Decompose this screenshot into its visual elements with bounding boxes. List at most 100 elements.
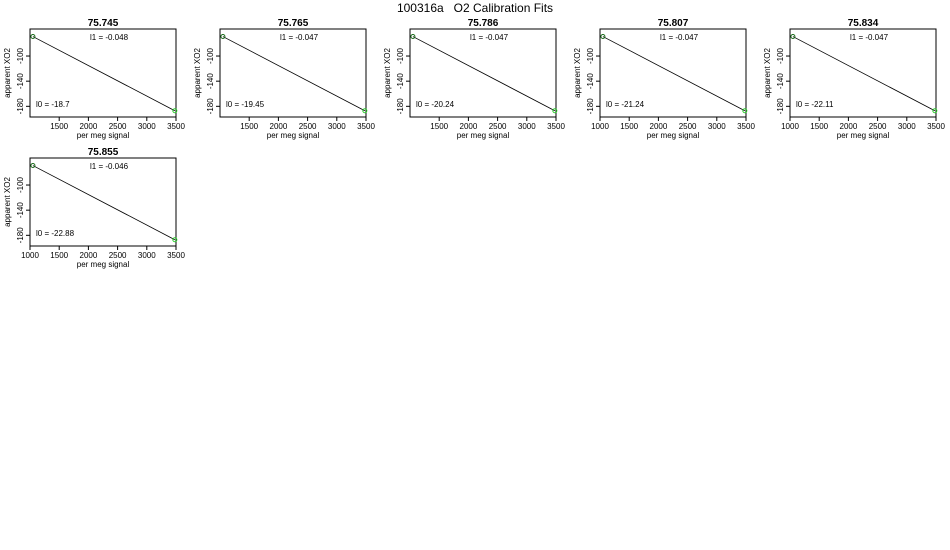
- panel-5-x-axis-label: per meg signal: [837, 131, 890, 140]
- panel-2-y-axis-label: apparent XO2: [193, 48, 202, 98]
- panel-6-data-point-2: [172, 237, 178, 243]
- panel-4-y-tick-label: -100: [586, 47, 595, 64]
- panel-6-data-point-1: [30, 163, 36, 169]
- panel-2-x-tick-label: 1500: [240, 122, 258, 131]
- panel-3-frame: [409, 28, 557, 118]
- panel-4-x-tick-label: 3000: [708, 122, 726, 131]
- panel-5-fit-line: [792, 36, 936, 112]
- panel-4-x-tick-label: 1500: [620, 122, 638, 131]
- panel-1-l0-annotation: l0 = -18.7: [36, 100, 70, 109]
- page-title: 100316a O2 Calibration Fits: [396, 1, 554, 15]
- panel-6-x-tick-label: 3000: [138, 251, 156, 260]
- panel-3-y-axis-label: apparent XO2: [383, 48, 392, 98]
- panel-3-l0-annotation: l0 = -20.24: [416, 100, 455, 109]
- panel-4-title: 75.807: [658, 18, 689, 29]
- panel-5-l1-annotation: l1 = -0.047: [850, 33, 889, 42]
- panel-1-x-tick-label: 3000: [138, 122, 156, 131]
- panel-3-l1-annotation: l1 = -0.047: [470, 33, 509, 42]
- panel-1-y-axis-label: apparent XO2: [3, 48, 12, 98]
- panel-4-x-tick-label: 3500: [737, 122, 755, 131]
- panel-3-x-tick-label: 2500: [489, 122, 507, 131]
- panel-6-x-tick-label: 1500: [50, 251, 68, 260]
- panel-4-y-axis-label: apparent XO2: [573, 48, 582, 98]
- panel-6-l0-annotation: l0 = -22.88: [36, 229, 75, 238]
- panel-3-y-tick-label: -100: [396, 47, 405, 64]
- panel-5-x-tick-label: 1000: [781, 122, 799, 131]
- panel-4-l0-annotation: l0 = -21.24: [606, 100, 645, 109]
- panel-2-data-point-1: [220, 34, 226, 40]
- panel-1-data-point-2: [172, 108, 178, 114]
- panel-1-y-tick-label: -100: [16, 47, 25, 64]
- panel-5-data-point-2: [932, 108, 938, 114]
- panel-4-l1-annotation: l1 = -0.047: [660, 33, 699, 42]
- panel-6-frame: [29, 157, 177, 247]
- panel-2-fit-line: [222, 36, 366, 112]
- panel-4-frame: [599, 28, 747, 118]
- panel-6-x-tick-label: 2500: [109, 251, 127, 260]
- panel-4-x-tick-label: 1000: [591, 122, 609, 131]
- panel-4-data-point-1: [600, 34, 606, 40]
- panel-3-fit-line: [412, 36, 556, 112]
- panel-3-title: 75.786: [468, 18, 499, 29]
- panel-4-x-axis-label: per meg signal: [647, 131, 700, 140]
- panel-1-x-tick-label: 2000: [80, 122, 98, 131]
- panel-4-y-tick-label: -140: [586, 73, 595, 90]
- panel-3-x-tick-label: 3000: [518, 122, 536, 131]
- panel-6-x-axis-label: per meg signal: [77, 260, 130, 269]
- panel-4-data-point-2: [742, 108, 748, 114]
- panel-2-y-tick-label: -180: [206, 98, 215, 115]
- panel-2-frame: [219, 28, 367, 118]
- panel-2-x-tick-label: 3000: [328, 122, 346, 131]
- panel-5-x-tick-label: 1500: [810, 122, 828, 131]
- panel-2-x-axis-label: per meg signal: [267, 131, 320, 140]
- panel-6-fit-line: [32, 165, 176, 241]
- panel-5-x-tick-label: 3500: [927, 122, 945, 131]
- panel-5-y-tick-label: -140: [776, 73, 785, 90]
- panel-6-l1-annotation: l1 = -0.046: [90, 162, 129, 171]
- panel-3-y-tick-label: -180: [396, 98, 405, 115]
- panel-2-l0-annotation: l0 = -19.45: [226, 100, 265, 109]
- panel-4-x-tick-label: 2000: [650, 122, 668, 131]
- panel-1-fit-line: [32, 36, 176, 112]
- panel-1-frame: [29, 28, 177, 118]
- panel-6-y-tick-label: -140: [16, 202, 25, 219]
- panel-1-x-tick-label: 1500: [50, 122, 68, 131]
- panel-1-x-axis-label: per meg signal: [77, 131, 130, 140]
- panel-5-x-tick-label: 2000: [840, 122, 858, 131]
- panel-5-y-tick-label: -180: [776, 98, 785, 115]
- panel-2-l1-annotation: l1 = -0.047: [280, 33, 319, 42]
- panel-5-x-tick-label: 2500: [869, 122, 887, 131]
- panel-5-title: 75.834: [848, 18, 879, 29]
- panel-6-x-tick-label: 3500: [167, 251, 185, 260]
- panel-5-data-point-1: [790, 34, 796, 40]
- panel-2-x-tick-label: 2000: [270, 122, 288, 131]
- panel-6-x-tick-label: 1000: [21, 251, 39, 260]
- panel-3-data-point-2: [552, 108, 558, 114]
- panel-2-y-tick-label: -140: [206, 73, 215, 90]
- panel-6-x-tick-label: 2000: [80, 251, 98, 260]
- panel-3-data-point-1: [410, 34, 416, 40]
- panel-2-title: 75.765: [278, 18, 309, 29]
- panel-4-x-tick-label: 2500: [679, 122, 697, 131]
- panel-5-y-axis-label: apparent XO2: [763, 48, 772, 98]
- panel-6-y-axis-label: apparent XO2: [3, 177, 12, 227]
- panel-5-y-tick-label: -100: [776, 47, 785, 64]
- panel-3-x-tick-label: 2000: [460, 122, 478, 131]
- panel-2-x-tick-label: 2500: [299, 122, 317, 131]
- panel-6-title: 75.855: [88, 147, 119, 158]
- panel-5-l0-annotation: l0 = -22.11: [796, 100, 834, 109]
- panel-2-data-point-2: [362, 108, 368, 114]
- panel-3-x-tick-label: 1500: [430, 122, 448, 131]
- panel-5-frame: [789, 28, 937, 118]
- panel-1-data-point-1: [30, 34, 36, 40]
- panel-5-x-tick-label: 3000: [898, 122, 916, 131]
- panel-3-x-tick-label: 3500: [547, 122, 565, 131]
- panel-4-y-tick-label: -180: [586, 98, 595, 115]
- panel-2-x-tick-label: 3500: [357, 122, 375, 131]
- panel-1-x-tick-label: 2500: [109, 122, 127, 131]
- panel-6-y-tick-label: -100: [16, 176, 25, 193]
- panel-1-title: 75.745: [88, 18, 119, 29]
- panel-2-y-tick-label: -100: [206, 47, 215, 64]
- panel-3-y-tick-label: -140: [396, 73, 405, 90]
